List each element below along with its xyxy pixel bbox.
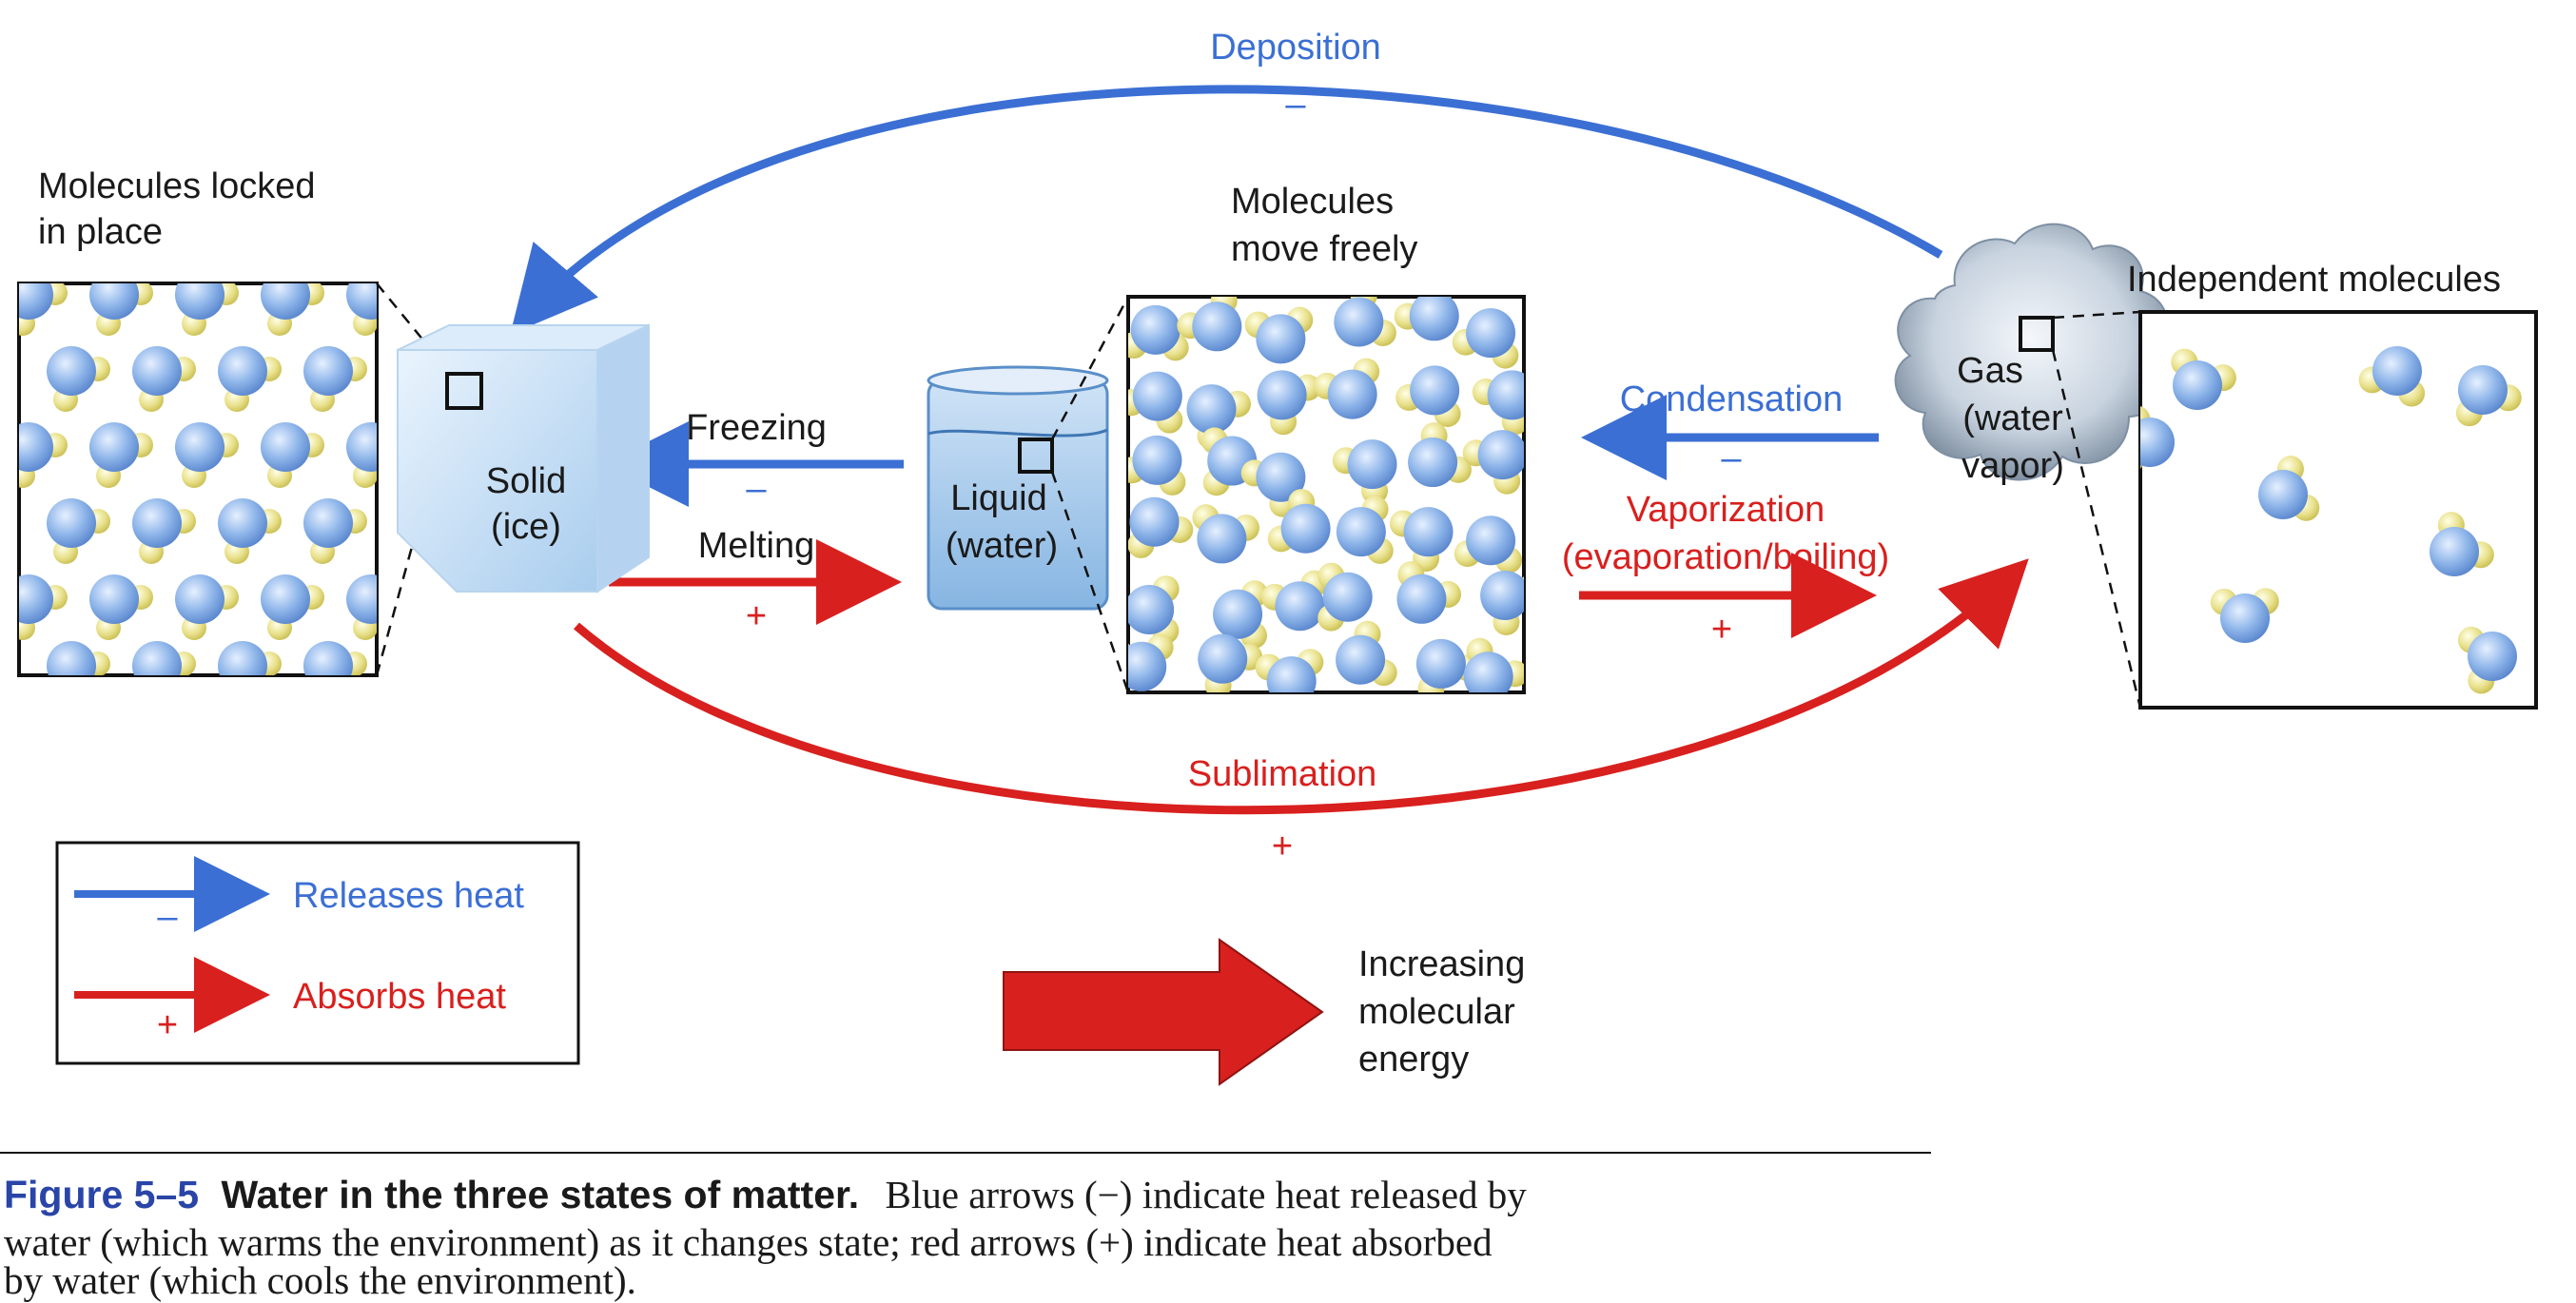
solid-state-label-line1: Solid (486, 461, 567, 501)
vaporization-label-line1: Vaporization (1627, 490, 1825, 530)
liquid-molecules-label-line2: move freely (1231, 229, 1417, 269)
deposition-sign: – (1285, 85, 1306, 125)
water-molecule-icon (2140, 346, 2522, 694)
caption-line3: by water (which cools the environment). (4, 1258, 636, 1302)
gas-state-label-line1: Gas (1957, 351, 2023, 391)
vaporization-sign: + (1711, 610, 1732, 650)
energy-label-line2: molecular (1358, 992, 1515, 1032)
energy-label-line1: Increasing (1358, 944, 1525, 984)
ice-cube-icon (397, 323, 650, 593)
solid-state-label-line2: (ice) (491, 507, 561, 547)
sublimation-label: Sublimation (1188, 754, 1377, 794)
melting-sign: + (746, 596, 767, 636)
energy-label-line3: energy (1358, 1040, 1469, 1079)
caption-line2: water (which warms the environment) as i… (4, 1220, 1493, 1264)
solid-molecule-panel (17, 282, 379, 677)
legend-releases-label: Releases heat (293, 876, 524, 916)
sublimation-arrow (574, 558, 2029, 815)
svg-text:Figure 5–5 Water in the: Figure 5–5 Water in the three states of … (4, 1173, 1527, 1216)
solid-molecules-label-line2: in place (38, 212, 163, 252)
caption-title: Water in the three states of matter. (222, 1173, 860, 1216)
caption-figure-number: Figure 5–5 (4, 1173, 199, 1216)
legend (55, 841, 580, 1065)
legend-releases-sign: – (157, 897, 178, 937)
condensation-sign: – (1721, 438, 1742, 478)
legend-absorbs-sign: + (157, 1005, 178, 1045)
gas-molecules-label: Independent molecules (2127, 260, 2501, 300)
freezing-label: Freezing (686, 408, 827, 448)
liquid-molecules-label-line1: Molecules (1231, 182, 1394, 222)
beaker-icon (927, 365, 1109, 611)
liquid-state-label-line2: (water) (946, 526, 1058, 566)
vaporization-label-line2: (evaporation/boiling) (1562, 537, 1889, 577)
vapor-cloud-icon (1894, 223, 2169, 481)
liquid-state-label-line1: Liquid (950, 478, 1046, 518)
increasing-energy-arrow (1003, 938, 1324, 1086)
water-molecule-icon (19, 283, 377, 675)
legend-absorbs-label: Absorbs heat (293, 977, 506, 1017)
gas-state-label-line2: (water (1962, 399, 2063, 438)
freezing-sign: – (746, 469, 767, 509)
sublimation-sign: + (1272, 827, 1293, 866)
melting-label: Melting (698, 526, 815, 566)
solid-molecules-label-line1: Molecules locked (38, 166, 315, 206)
deposition-arrow (510, 85, 1943, 335)
water-molecule-icon (1128, 297, 1524, 692)
deposition-label: Deposition (1210, 28, 1381, 68)
caption-line1: Blue arrows (−) indicate heat released b… (886, 1173, 1528, 1216)
condensation-label: Condensation (1620, 379, 1844, 419)
liquid-molecule-panel (1126, 295, 1526, 694)
figure-caption: Figure 5–5 Water in the three states of … (4, 1173, 1527, 1302)
gas-molecule-panel (2138, 310, 2538, 710)
gas-state-label-line3: vapor) (1961, 446, 2064, 486)
